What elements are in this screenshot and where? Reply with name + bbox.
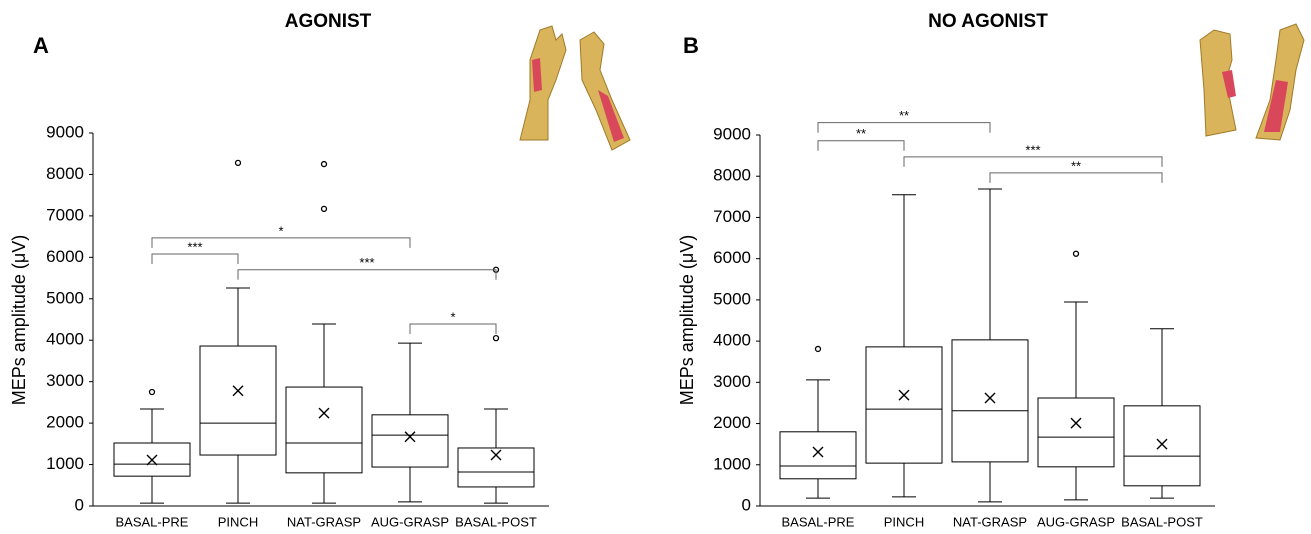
mean-marker (146, 454, 158, 466)
outlier (320, 160, 328, 168)
box (371, 414, 449, 468)
panel-label: A (33, 33, 49, 58)
x-tick-label: PINCH (884, 514, 924, 529)
y-tick-label: 8000 (46, 164, 84, 183)
y-tick-label: 3000 (46, 371, 84, 390)
mean-marker (232, 385, 244, 397)
significance-label: * (278, 223, 283, 238)
y-tick-label: 4000 (46, 330, 84, 349)
box (285, 386, 363, 474)
arm-illustration (1199, 23, 1305, 141)
significance-bracket (817, 122, 991, 133)
outlier (234, 159, 242, 166)
mean-marker (1070, 417, 1082, 429)
significance-label: ** (899, 108, 909, 123)
x-tick-label: BASAL-POST (455, 514, 537, 529)
significance-bracket (409, 323, 497, 335)
significance-bracket (903, 156, 1163, 167)
y-tick-label: 6000 (46, 247, 84, 266)
x-tick-label: NAT-GRASP (287, 514, 361, 529)
y-tick-label: 0 (742, 495, 751, 514)
significance-bracket (237, 269, 497, 280)
significance-label: *** (359, 255, 374, 270)
significance-label: ** (856, 126, 866, 141)
outlier (814, 345, 822, 353)
y-tick-label: 0 (75, 495, 84, 514)
y-tick-label: 3000 (713, 372, 751, 391)
outlier (148, 388, 156, 396)
box (779, 431, 857, 480)
outlier (492, 334, 500, 342)
x-tick-label: BASAL-PRE (782, 514, 855, 529)
x-tick-label: AUG-GRASP (371, 514, 449, 529)
significance-label: *** (1025, 142, 1040, 157)
x-tick-label: BASAL-PRE (116, 514, 189, 529)
x-tick-label: AUG-GRASP (1037, 514, 1115, 529)
significance-label: ** (1071, 158, 1081, 173)
panel-label: B (683, 33, 699, 58)
mean-marker (404, 431, 416, 443)
y-axis-label: MEPs amplitude (μV) (9, 235, 29, 405)
y-axis-label: MEPs amplitude (μV) (677, 235, 697, 405)
mean-marker (898, 389, 910, 401)
significance-label: * (450, 309, 455, 324)
x-tick-label: NAT-GRASP (953, 514, 1027, 529)
y-tick-label: 7000 (713, 207, 751, 226)
significance-label: *** (187, 239, 202, 254)
box (951, 339, 1029, 463)
arm-illustration (519, 25, 631, 151)
box (1037, 397, 1115, 468)
significance-bracket (817, 140, 905, 151)
y-tick-label: 1000 (46, 454, 84, 473)
mean-marker (490, 449, 502, 461)
x-tick-label: BASAL-POST (1121, 514, 1203, 529)
x-tick-label: PINCH (218, 514, 258, 529)
box (199, 345, 277, 456)
significance-bracket (151, 237, 411, 248)
y-tick-label: 7000 (46, 205, 84, 224)
y-tick-label: 2000 (713, 413, 751, 432)
mean-marker (318, 407, 330, 419)
outlier (320, 205, 328, 212)
mean-marker (1156, 438, 1168, 450)
chart-title: AGONIST (285, 11, 372, 32)
y-tick-label: 2000 (46, 413, 84, 432)
y-tick-label: 5000 (713, 289, 751, 308)
y-tick-label: 8000 (713, 166, 751, 185)
mean-marker (812, 446, 824, 458)
outlier (1072, 250, 1080, 257)
significance-bracket (989, 172, 1163, 183)
mean-marker (984, 392, 996, 404)
y-tick-label: 6000 (713, 248, 751, 267)
box (1123, 405, 1201, 487)
box (865, 346, 943, 464)
y-tick-label: 9000 (46, 122, 84, 141)
y-tick-label: 1000 (713, 454, 751, 473)
y-tick-label: 9000 (713, 124, 751, 143)
box (457, 447, 535, 488)
significance-bracket (151, 253, 239, 265)
chart-title: NO AGONIST (928, 11, 1048, 32)
y-tick-label: 4000 (713, 331, 751, 350)
y-tick-label: 5000 (46, 288, 84, 307)
